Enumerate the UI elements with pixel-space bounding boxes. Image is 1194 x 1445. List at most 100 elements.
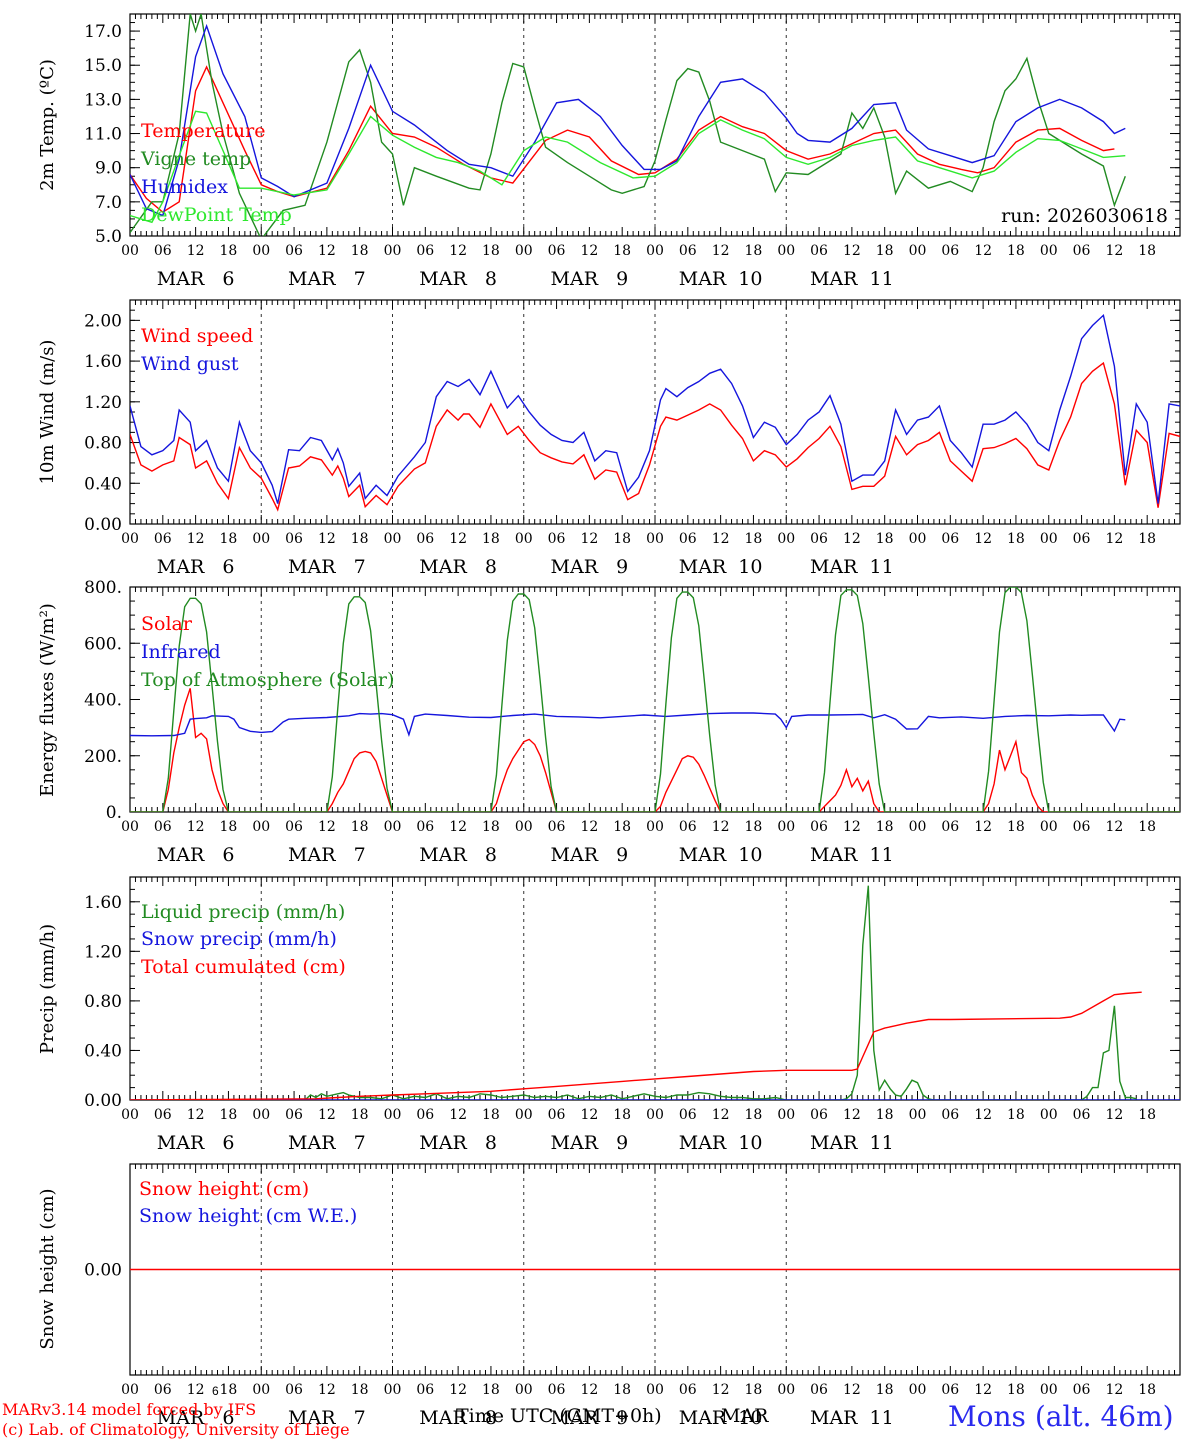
x-day-label: MAR 9 — [551, 268, 629, 290]
x-tick-label: 06 — [941, 819, 959, 835]
x-tick-label: 12 — [1105, 243, 1123, 259]
x-tick-label: 00 — [1040, 243, 1058, 259]
x-tick-label: 00 — [515, 243, 533, 259]
x-day-label: MAR 6 — [157, 268, 235, 290]
x-tick-label: 18 — [220, 819, 238, 835]
x-tick-label: 12 — [449, 243, 467, 259]
panel-3: 0. 200. 400. 600. 800. Energy fluxes (W/m²) 00… — [37, 578, 1181, 866]
x-tick-label: 06 — [154, 531, 172, 547]
x-tick-label: 18 — [1007, 243, 1025, 259]
x-tick-label: 12 — [712, 531, 730, 547]
x-day-label: MAR 7 — [288, 844, 366, 866]
footer-superscript: 6 — [212, 1384, 219, 1398]
x-tick-label: 06 — [941, 1107, 959, 1123]
x-day-label: MAR 8 — [419, 1132, 497, 1154]
x-tick-label: 06 — [941, 531, 959, 547]
x-tick-label: 18 — [482, 819, 500, 835]
x-tick-label: 06 — [810, 819, 828, 835]
x-tick-label: 06 — [1073, 1107, 1091, 1123]
x-tick-label: 12 — [580, 1382, 598, 1398]
x-tick-label: 12 — [974, 243, 992, 259]
x-tick-label: 06 — [941, 1382, 959, 1398]
legend-entry: Snow height (cm W.E.) — [139, 1205, 357, 1227]
x-tick-label: 00 — [777, 819, 795, 835]
x-tick-label: 12 — [1105, 531, 1123, 547]
x-tick-label: 00 — [646, 531, 664, 547]
x-tick-label: 18 — [1138, 243, 1156, 259]
x-day-label: MAR 11 — [810, 844, 894, 866]
panel-2: 0.00 0.40 0.80 1.20 1.60 2.00 10m Wind (m/s) 00… — [37, 299, 1181, 578]
y-tick-label: 1.60 — [84, 893, 122, 913]
x-tick-label: 06 — [1073, 1382, 1091, 1398]
x-tick-label: 00 — [384, 1382, 402, 1398]
x-tick-label: 12 — [187, 1382, 205, 1398]
x-tick-label: 12 — [187, 819, 205, 835]
legend-entry: Infrared — [141, 641, 221, 663]
x-tick-label: 06 — [154, 243, 172, 259]
x-tick-label: 18 — [745, 531, 763, 547]
y-tick-label: 600. — [84, 634, 122, 654]
x-tick-label: 00 — [777, 1382, 795, 1398]
series-line-wind-gust — [130, 313, 1180, 504]
x-tick-label: 18 — [1138, 1107, 1156, 1123]
x-tick-label: 00 — [909, 531, 927, 547]
x-day-label: MAR 7 — [288, 1407, 366, 1429]
legend-entry: Liquid precip (mm/h) — [141, 901, 345, 923]
x-tick-label: 18 — [482, 1382, 500, 1398]
x-tick-label: 00 — [252, 243, 270, 259]
x-tick-label: 12 — [974, 531, 992, 547]
plot-frame — [129, 13, 1181, 237]
x-day-label: MAR 10 — [679, 844, 763, 866]
x-day-label: MAR 9 — [551, 1132, 629, 1154]
x-tick-label: 12 — [843, 531, 861, 547]
x-tick-label: 06 — [285, 243, 303, 259]
x-tick-label: 00 — [1040, 819, 1058, 835]
x-tick-label: 06 — [548, 819, 566, 835]
x-tick-label: 06 — [548, 1107, 566, 1123]
y-tick-label: 0.00 — [84, 515, 122, 535]
x-day-label: MAR 8 — [419, 844, 497, 866]
x-tick-label: 18 — [876, 819, 894, 835]
x-tick-label: 06 — [548, 243, 566, 259]
y-tick-label: 1.20 — [84, 393, 122, 413]
x-tick-label: 06 — [285, 1107, 303, 1123]
model-credit: MARv3.14 model forced by IFS — [2, 1400, 257, 1419]
legend-entry: Total cumulated (cm) — [141, 956, 346, 978]
legend-entry: DewPoint Temp — [141, 204, 292, 226]
panel-1: 5.0 7.0 9.0 11.0 13.0 15.0 17.0 2m Temp. (ºC) 00… — [37, 13, 1181, 290]
x-tick-label: 00 — [121, 531, 139, 547]
x-tick-label: 12 — [318, 243, 336, 259]
x-tick-label: 12 — [580, 819, 598, 835]
x-tick-label: 06 — [154, 1382, 172, 1398]
x-tick-label: 18 — [1138, 819, 1156, 835]
x-tick-label: 06 — [416, 531, 434, 547]
x-tick-label: 00 — [252, 1382, 270, 1398]
x-tick-label: 18 — [876, 243, 894, 259]
x-tick-label: 06 — [679, 819, 697, 835]
x-tick-label: 18 — [613, 531, 631, 547]
y-tick-label: 0. — [106, 803, 122, 823]
x-day-label: MAR 6 — [157, 1407, 235, 1429]
time-axis-label: Time UTC (GMT+0h) — [456, 1405, 662, 1427]
x-day-label: MAR 11 — [810, 268, 894, 290]
y-axis-title: Snow height (cm) — [37, 1188, 58, 1349]
x-tick-label: 00 — [515, 1107, 533, 1123]
lab-credit: (c) Lab. of Climatology, University of L… — [2, 1420, 350, 1439]
x-tick-label: 06 — [285, 819, 303, 835]
x-tick-label: 12 — [843, 819, 861, 835]
x-tick-label: 12 — [974, 819, 992, 835]
x-tick-label: 06 — [1073, 819, 1091, 835]
x-day-label: MAR 10 — [679, 268, 763, 290]
x-tick-label: 18 — [745, 819, 763, 835]
x-tick-label: 12 — [712, 1107, 730, 1123]
x-tick-label: 06 — [154, 819, 172, 835]
x-tick-label: 00 — [909, 243, 927, 259]
x-tick-label: 06 — [154, 1107, 172, 1123]
y-tick-label: 17.0 — [84, 22, 122, 42]
x-day-label: MAR 9 — [551, 556, 629, 578]
x-tick-label: 12 — [580, 531, 598, 547]
x-tick-label: 00 — [777, 243, 795, 259]
x-tick-label: 18 — [220, 243, 238, 259]
x-tick-label: 00 — [384, 1107, 402, 1123]
